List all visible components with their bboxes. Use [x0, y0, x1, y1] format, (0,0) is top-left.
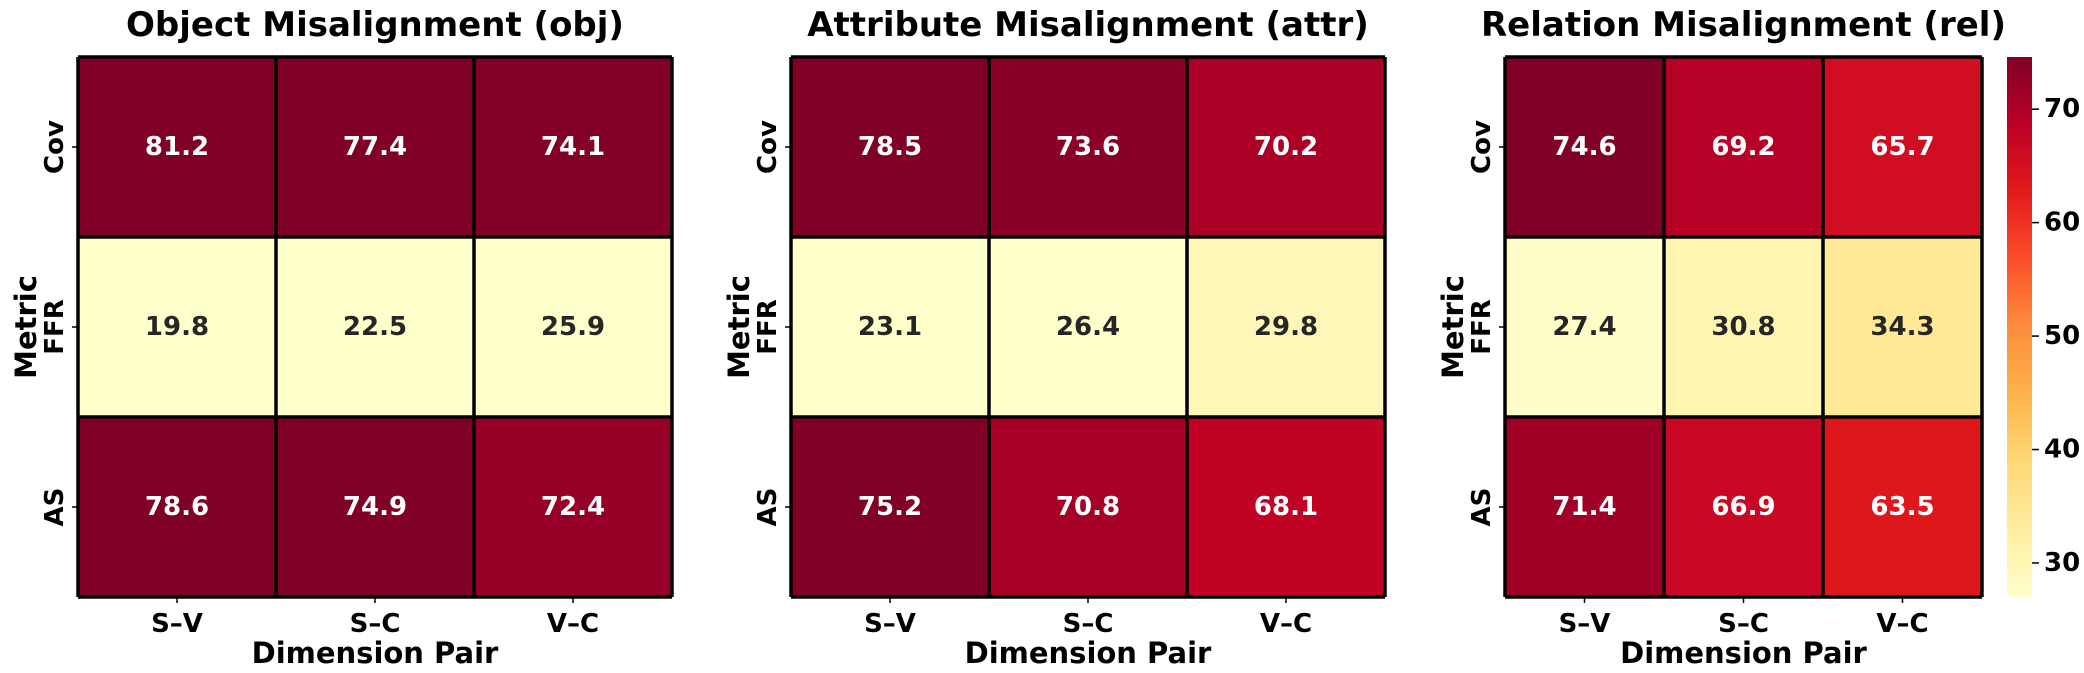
- heatmap-cell: [78, 57, 276, 237]
- heatmap-cell: [791, 417, 989, 597]
- y-tick-label: FFR: [1467, 299, 1497, 355]
- colorbar-tick-label: 60: [2044, 208, 2080, 238]
- heatmap-cell: [1664, 57, 1823, 237]
- panel-title: Attribute Misalignment (attr): [807, 5, 1369, 45]
- heatmap-cell: [1187, 417, 1385, 597]
- heatmap-cell: [1505, 57, 1664, 237]
- cell-value-label: 74.1: [541, 132, 605, 162]
- y-tick-label: Cov: [40, 120, 70, 174]
- heatmap-cell: [791, 237, 989, 417]
- x-axis-label: Dimension Pair: [252, 636, 499, 670]
- cell-value-label: 27.4: [1552, 312, 1616, 342]
- cell-value-label: 74.6: [1552, 132, 1616, 162]
- x-axis-label: Dimension Pair: [1620, 636, 1867, 670]
- x-tick-label: S–C: [1718, 609, 1769, 639]
- heatmap-cell: [1823, 57, 1982, 237]
- colorbar-tick-label: 30: [2044, 548, 2080, 578]
- heatmap-cell: [1664, 237, 1823, 417]
- cell-value-label: 70.8: [1056, 492, 1120, 522]
- cell-value-label: 26.4: [1056, 312, 1120, 342]
- panel-title: Relation Misalignment (rel): [1481, 5, 2006, 45]
- x-tick-label: V–C: [1876, 609, 1928, 639]
- cell-value-label: 63.5: [1870, 492, 1934, 522]
- cell-value-label: 22.5: [343, 312, 407, 342]
- cell-value-label: 30.8: [1711, 312, 1775, 342]
- heatmap-cell: [1505, 417, 1664, 597]
- y-tick-label: Cov: [753, 120, 783, 174]
- cell-value-label: 81.2: [145, 132, 209, 162]
- heatmap-cell: [1664, 417, 1823, 597]
- cell-value-label: 34.3: [1870, 312, 1934, 342]
- y-tick-label: Cov: [1467, 120, 1497, 174]
- x-tick-label: S–V: [864, 609, 916, 639]
- cell-value-label: 29.8: [1254, 312, 1318, 342]
- heatmap-cell: [989, 237, 1187, 417]
- y-axis-label: Metric: [722, 275, 756, 379]
- colorbar-tick-label: 70: [2044, 94, 2080, 124]
- heatmap-cell: [474, 417, 672, 597]
- colorbar-tick-label: 40: [2044, 435, 2080, 465]
- heatmap-cell: [276, 57, 474, 237]
- heatmap-cell: [1823, 237, 1982, 417]
- cell-value-label: 78.5: [858, 132, 922, 162]
- cell-value-label: 66.9: [1711, 492, 1775, 522]
- cell-value-label: 19.8: [145, 312, 209, 342]
- heatmap-cell: [1187, 237, 1385, 417]
- heatmap-cell: [78, 417, 276, 597]
- x-tick-label: S–C: [350, 609, 401, 639]
- y-tick-label: AS: [1467, 488, 1497, 527]
- cell-value-label: 74.9: [343, 492, 407, 522]
- cell-value-label: 23.1: [858, 312, 922, 342]
- heatmap-cell: [989, 417, 1187, 597]
- heatmap-cell: [1505, 237, 1664, 417]
- y-tick-label: FFR: [40, 299, 70, 355]
- colorbar-tick-label: 50: [2044, 321, 2080, 351]
- x-tick-label: S–C: [1063, 609, 1114, 639]
- cell-value-label: 77.4: [343, 132, 407, 162]
- y-axis-label: Metric: [1436, 275, 1470, 379]
- x-tick-label: V–C: [1260, 609, 1312, 639]
- y-axis-label: Metric: [9, 275, 43, 379]
- cell-value-label: 68.1: [1254, 492, 1318, 522]
- y-tick-label: AS: [40, 488, 70, 527]
- heatmap-panel-rel: Relation Misalignment (rel) 74.6 69.2 65.7…: [1436, 5, 2006, 670]
- heatmap-cell: [276, 237, 474, 417]
- heatmap-panel-attr: Attribute Misalignment (attr) 78.5 73.6 70…: [722, 5, 1387, 670]
- panel-title: Object Misalignment (obj): [126, 5, 624, 45]
- cell-value-label: 73.6: [1056, 132, 1120, 162]
- cell-value-label: 25.9: [541, 312, 605, 342]
- heatmap-cell: [78, 237, 276, 417]
- heatmap-panel-obj: Object Misalignment (obj) 81.2 77.4 74.1 19…: [9, 5, 674, 670]
- heatmap-cell: [474, 57, 672, 237]
- x-tick-label: S–V: [1559, 609, 1611, 639]
- cell-value-label: 72.4: [541, 492, 605, 522]
- cell-value-label: 70.2: [1254, 132, 1318, 162]
- y-tick-label: AS: [753, 488, 783, 527]
- heatmap-cell: [791, 57, 989, 237]
- cell-value-label: 69.2: [1711, 132, 1775, 162]
- x-axis-label: Dimension Pair: [965, 636, 1212, 670]
- colorbar: 30 40 50 60 70: [2007, 57, 2080, 597]
- colorbar-gradient: [2007, 57, 2032, 597]
- heatmap-cell: [1823, 417, 1982, 597]
- heatmap-cell: [474, 237, 672, 417]
- cell-value-label: 71.4: [1552, 492, 1616, 522]
- cell-value-label: 78.6: [145, 492, 209, 522]
- x-tick-label: V–C: [547, 609, 599, 639]
- heatmap-cell: [989, 57, 1187, 237]
- cell-value-label: 75.2: [858, 492, 922, 522]
- y-tick-label: FFR: [753, 299, 783, 355]
- heatmap-cell: [276, 417, 474, 597]
- heatmap-cell: [1187, 57, 1385, 237]
- cell-value-label: 65.7: [1870, 132, 1934, 162]
- x-tick-label: S–V: [151, 609, 203, 639]
